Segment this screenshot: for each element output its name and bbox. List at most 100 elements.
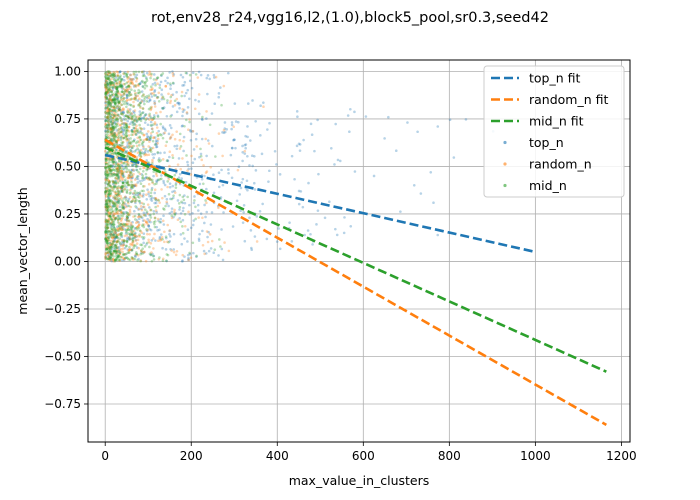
mid_n-point — [152, 78, 156, 81]
mid_n-point — [115, 169, 119, 172]
top_n-point — [110, 222, 113, 226]
top_n-point — [141, 205, 145, 209]
mid_n-point — [125, 125, 128, 128]
random_n-point — [145, 138, 148, 141]
mid_n-point — [116, 85, 119, 88]
mid_n-point — [114, 152, 118, 155]
top_n-point — [147, 220, 150, 223]
top_n-point — [149, 197, 153, 201]
legend-label: top_n — [529, 135, 564, 150]
mid_n-point — [124, 126, 128, 130]
mid_n-point — [158, 86, 162, 89]
random_n-point — [110, 98, 114, 102]
mid_n-point — [111, 73, 114, 76]
mid_n-point — [125, 129, 129, 133]
top_n-point — [121, 180, 124, 183]
top_n-point — [153, 100, 156, 103]
top_n-point — [133, 138, 136, 141]
random_n-point — [113, 139, 116, 142]
mid_n-point — [127, 168, 131, 172]
top_n-point — [205, 187, 208, 191]
random_n-point — [144, 259, 148, 263]
top_n-point — [187, 167, 190, 171]
random_n-point — [128, 248, 132, 251]
top_n-point — [205, 154, 208, 158]
random_n-point — [122, 257, 126, 261]
top_n-point — [301, 205, 305, 209]
mid_n-point — [154, 83, 157, 87]
mid_n-point — [194, 205, 197, 209]
top_n-point — [140, 80, 143, 84]
random_n-point — [104, 103, 108, 107]
mid_n-point — [106, 226, 110, 229]
mid_n-point — [119, 159, 123, 163]
mid_n-point — [122, 252, 125, 256]
random_n-point — [190, 154, 193, 158]
random_n-point — [104, 72, 107, 76]
top_n-point — [193, 157, 197, 161]
mid_n-point — [104, 84, 107, 87]
top_n-point — [112, 180, 116, 183]
mid_n-point — [105, 239, 109, 243]
mid_n-point — [132, 139, 135, 143]
random_n-point — [120, 216, 124, 220]
mid_n-point — [138, 90, 142, 94]
mid_n-point — [115, 85, 118, 89]
mid_n-point — [114, 126, 117, 130]
top_n-point — [206, 74, 210, 77]
top_n-point — [125, 101, 129, 105]
top_n-point — [197, 237, 201, 241]
mid_n-point — [122, 253, 125, 257]
random_n-point — [120, 222, 124, 226]
mid_n-point — [134, 165, 138, 168]
random_n-point — [107, 118, 111, 121]
mid_n-point — [106, 202, 110, 205]
random_n-point — [147, 240, 151, 244]
mid_n-point — [113, 169, 117, 172]
random_n-point — [108, 217, 112, 221]
top_n-point — [109, 157, 112, 160]
random_n-point — [176, 218, 180, 222]
mid_n-point — [113, 249, 117, 253]
mid_n-point — [130, 183, 134, 187]
mid_n-point — [110, 126, 113, 130]
top_n-point — [134, 162, 137, 166]
mid_n-point — [110, 224, 114, 227]
mid_n-point — [104, 186, 107, 190]
mid_n-point — [104, 70, 108, 74]
mid_n-point — [108, 80, 112, 83]
mid_n-point — [124, 114, 128, 118]
random_n-point — [107, 214, 111, 217]
mid_n-point — [119, 138, 123, 142]
top_n-point — [182, 108, 186, 112]
top_n-point — [145, 197, 149, 201]
mid_n-point — [107, 230, 110, 234]
mid_n-point — [112, 74, 116, 77]
top_n-point — [182, 149, 185, 153]
mid_n-point — [113, 204, 117, 208]
random_n-point — [117, 91, 120, 94]
mid_n-point — [118, 251, 122, 254]
mid_n-point — [131, 236, 135, 240]
top_n-point — [120, 242, 124, 246]
mid_n-point — [114, 249, 117, 253]
random_n-point — [104, 157, 108, 161]
top_n-point — [107, 195, 110, 199]
mid_n-point — [135, 175, 139, 179]
random_n-point — [107, 214, 110, 217]
top_n-point — [145, 159, 148, 162]
mid_n-point — [128, 103, 132, 107]
top_n-point — [125, 86, 128, 89]
mid_n-point — [118, 227, 122, 231]
mid_n-point — [129, 137, 132, 140]
mid_n-point — [132, 118, 136, 122]
random_n-point — [116, 251, 119, 255]
mid_n-point — [134, 199, 137, 203]
random_n-point — [156, 198, 160, 202]
random_n-point — [151, 158, 154, 162]
mid_n-point — [213, 248, 217, 251]
mid_n-point — [112, 220, 116, 224]
top_n-point — [138, 82, 142, 85]
mid_n-point — [115, 110, 118, 113]
mid_n-point — [142, 202, 146, 206]
